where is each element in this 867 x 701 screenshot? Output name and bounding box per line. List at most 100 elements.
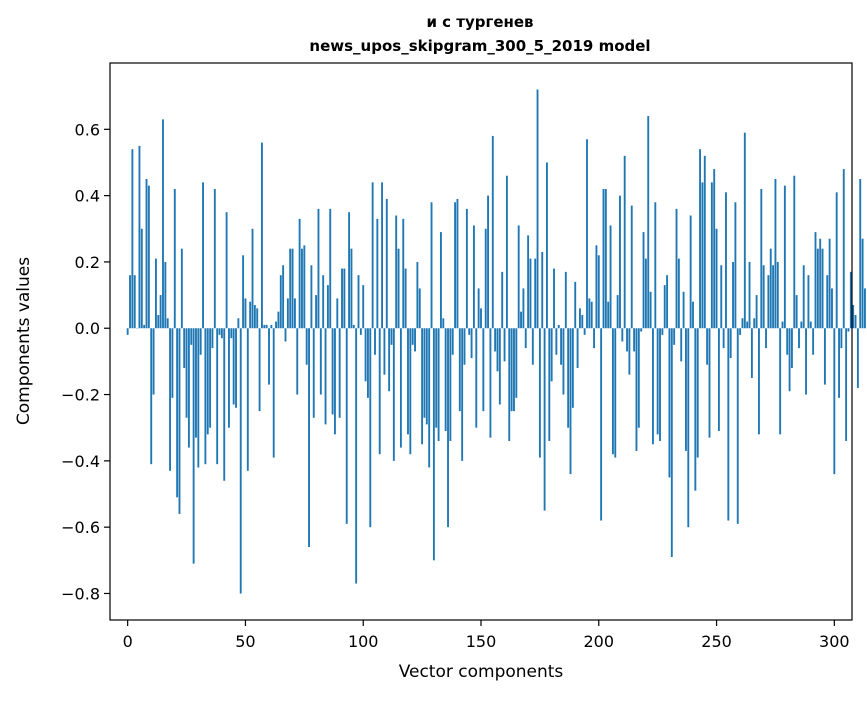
bar-291 (812, 328, 814, 355)
bar-281 (789, 328, 791, 391)
bar-6 (141, 229, 143, 328)
bar-76 (306, 328, 308, 364)
bar-114 (395, 216, 397, 329)
bar-129 (431, 202, 433, 328)
bar-125 (421, 328, 423, 444)
bar-268 (758, 328, 760, 434)
bar-67 (285, 328, 287, 341)
bar-203 (605, 189, 607, 328)
bar-13 (157, 315, 159, 328)
bar-218 (640, 328, 642, 331)
bar-306 (848, 328, 850, 331)
bar-299 (831, 288, 833, 328)
bar-237 (685, 328, 687, 451)
bar-105 (374, 328, 376, 355)
bar-9 (148, 186, 150, 329)
bar-12 (155, 259, 157, 329)
bar-261 (742, 318, 744, 328)
bar-73 (299, 219, 301, 328)
bar-156 (494, 328, 496, 351)
bar-101 (365, 328, 367, 381)
bar-39 (219, 328, 221, 335)
bar-277 (779, 328, 781, 434)
bar-107 (379, 328, 381, 454)
bar-10 (150, 328, 152, 464)
bar-176 (541, 252, 543, 328)
bar-190 (574, 282, 576, 328)
bar-115 (398, 249, 400, 329)
bar-211 (624, 156, 626, 328)
bar-108 (381, 182, 383, 328)
bar-286 (800, 322, 802, 329)
bar-223 (652, 328, 654, 444)
bar-236 (683, 292, 685, 328)
bar-196 (588, 298, 590, 328)
bar-199 (595, 245, 597, 328)
bar-313 (864, 288, 866, 328)
bar-60 (268, 328, 270, 384)
bar-280 (786, 328, 788, 355)
bar-30 (197, 328, 199, 467)
bar-158 (499, 328, 501, 404)
bars-group (127, 90, 866, 594)
bar-166 (518, 225, 520, 328)
bar-28 (193, 328, 195, 563)
bar-82 (320, 328, 322, 394)
bar-167 (520, 312, 522, 329)
bar-202 (603, 189, 605, 328)
bar-46 (235, 328, 237, 408)
bar-84 (325, 328, 327, 424)
bar-278 (782, 322, 784, 329)
x-tick-label: 0 (123, 632, 133, 651)
bar-204 (607, 302, 609, 329)
bar-116 (400, 328, 402, 447)
bar-140 (457, 199, 459, 328)
chart-title-line-2: news_upos_skipgram_300_5_2019 model (309, 37, 650, 55)
bar-174 (537, 90, 539, 329)
bar-146 (471, 328, 473, 358)
bar-294 (819, 239, 821, 329)
bar-95 (351, 249, 353, 329)
bar-249 (713, 169, 715, 328)
bar-38 (216, 328, 218, 464)
bar-210 (621, 328, 623, 341)
bar-300 (833, 328, 835, 474)
bar-194 (584, 328, 586, 335)
y-axis-label: Components values (14, 257, 34, 425)
bar-110 (386, 199, 388, 328)
bar-269 (760, 189, 762, 328)
x-tick-label: 200 (584, 632, 615, 651)
bar-159 (501, 272, 503, 328)
bar-15 (162, 119, 164, 328)
bar-8 (146, 179, 148, 328)
bar-234 (678, 259, 680, 329)
bar-138 (452, 328, 454, 355)
bar-160 (504, 328, 506, 361)
bar-62 (273, 328, 275, 457)
bar-165 (515, 328, 517, 398)
bar-143 (464, 328, 466, 364)
bar-171 (530, 259, 532, 329)
bar-215 (633, 328, 635, 351)
bar-192 (579, 308, 581, 328)
bar-103 (369, 328, 371, 527)
bar-2 (131, 149, 133, 328)
bar-122 (414, 328, 416, 351)
bar-183 (558, 325, 560, 328)
bar-162 (508, 328, 510, 441)
bar-216 (636, 328, 638, 451)
bar-142 (461, 328, 463, 461)
bar-254 (725, 192, 727, 328)
chart-title-line-1: и с тургенев (426, 13, 533, 31)
bar-187 (567, 328, 569, 427)
bar-224 (654, 202, 656, 328)
bar-253 (723, 328, 725, 348)
bar-148 (475, 328, 477, 427)
bar-18 (169, 328, 171, 471)
bar-118 (405, 269, 407, 329)
bar-99 (360, 328, 362, 335)
y-tick-label: −0.2 (61, 386, 100, 405)
bar-170 (527, 235, 529, 328)
bar-219 (643, 232, 645, 328)
bar-175 (539, 328, 541, 457)
